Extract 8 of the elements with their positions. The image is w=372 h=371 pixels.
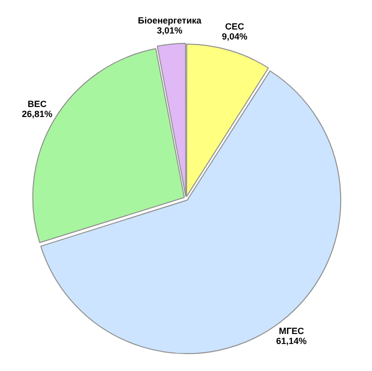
- slice-label: МГЕС: [278, 326, 304, 336]
- slice-label: СЕС: [225, 21, 245, 32]
- slice-label: Біоенергетика: [138, 15, 202, 26]
- data-label: 26,81%: [22, 108, 52, 119]
- data-label: 3,01%: [156, 25, 182, 36]
- data-label: 61,14%: [276, 336, 307, 346]
- data-label: 9,04%: [222, 31, 248, 42]
- slice-label: ВЕС: [28, 98, 48, 109]
